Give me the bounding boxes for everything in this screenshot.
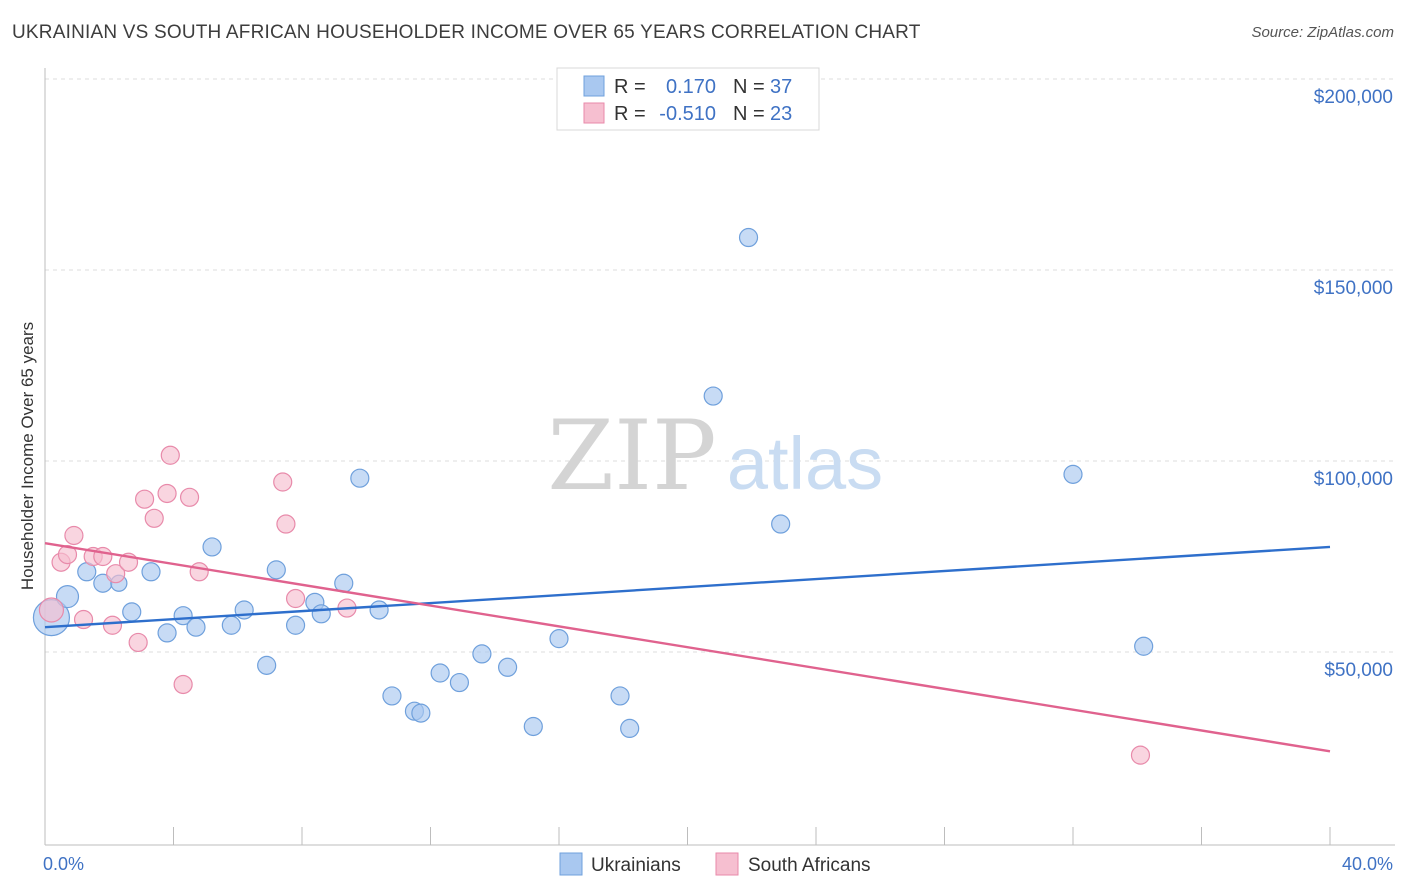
south-africans-point-10 xyxy=(128,632,148,653)
bottom-legend-label-ukrainians: Ukrainians xyxy=(591,855,681,876)
south-africans-point-11 xyxy=(134,489,155,509)
ukrainians-point-28 xyxy=(523,716,543,737)
legend-n-label: N = xyxy=(733,103,765,125)
ukrainians-point-33 xyxy=(738,227,759,248)
x-tick-label-max: 40.0% xyxy=(1342,854,1393,874)
south-africans-point-19 xyxy=(276,514,296,534)
ukrainians-point-1 xyxy=(55,585,80,609)
south-africans-point-20 xyxy=(285,588,306,609)
bottom-legend-label-south-africans: South Africans xyxy=(748,855,871,876)
watermark: ZIP atlas xyxy=(547,400,883,512)
watermark-zip: ZIP xyxy=(547,400,716,512)
south-africans-point-7 xyxy=(102,615,123,635)
ukrainians-point-35 xyxy=(1063,464,1083,484)
ukrainians-point-9 xyxy=(186,617,206,637)
legend-n-value: 23 xyxy=(770,103,792,125)
south-africans-point-14 xyxy=(160,445,180,465)
x-tick-label-min: 0.0% xyxy=(43,854,84,874)
trend-lines xyxy=(44,541,1331,753)
ukrainians-point-20 xyxy=(369,600,389,620)
south-africans-point-3 xyxy=(64,525,84,546)
south-africans-point-13 xyxy=(157,483,177,504)
ukrainians-point-21 xyxy=(382,686,402,706)
y-tick-label-0: $50,000 xyxy=(1324,660,1393,681)
ukrainians-point-23 xyxy=(411,703,431,723)
y-tick-labels: $50,000 $100,000 $150,000 $200,000 xyxy=(1314,87,1393,681)
watermark-atlas: atlas xyxy=(727,422,883,505)
ukrainians-point-34 xyxy=(771,514,791,534)
south-africans-point-8 xyxy=(106,564,126,584)
ukrainians-trend-line xyxy=(44,545,1331,629)
ukrainians-point-32 xyxy=(703,386,723,406)
south-africans-point-16 xyxy=(179,487,200,507)
bottom-legend-swatch-ukrainians xyxy=(559,852,583,876)
ukrainians-point-36 xyxy=(1134,636,1154,656)
legend-n-label: N = xyxy=(733,76,765,98)
y-tick-label-2: $150,000 xyxy=(1314,278,1393,299)
y-tick-label-3: $200,000 xyxy=(1314,87,1393,108)
ukrainians-point-17 xyxy=(311,604,331,624)
ukrainians-point-5 xyxy=(122,602,142,622)
y-tick-label-1: $100,000 xyxy=(1314,469,1393,490)
legend-n-value: 37 xyxy=(770,76,792,98)
ukrainians-point-15 xyxy=(285,615,306,635)
legend-r-value: -0.510 xyxy=(659,103,716,125)
legend-swatch-south-africans xyxy=(583,102,605,124)
chart-title: UKRAINIAN VS SOUTH AFRICAN HOUSEHOLDER I… xyxy=(12,22,921,43)
south-africans-point-22 xyxy=(1130,745,1151,765)
source-label: Source: ZipAtlas.com xyxy=(1251,24,1394,41)
ukrainians-point-13 xyxy=(257,655,277,675)
ukrainians-point-27 xyxy=(498,657,518,677)
south-africans-point-15 xyxy=(173,674,193,695)
bottom-legend: Ukrainians South Africans xyxy=(559,852,871,876)
south-africans-trend-line xyxy=(44,541,1331,753)
ukrainians-point-11 xyxy=(221,615,241,635)
south-africans-point-12 xyxy=(144,508,164,528)
gridlines xyxy=(45,78,1395,653)
ukrainians-point-26 xyxy=(472,644,492,664)
legend-swatch-ukrainians xyxy=(583,75,605,97)
legend-r-label: R = xyxy=(614,76,646,98)
ukrainians-point-31 xyxy=(620,718,640,739)
south-africans-point-6 xyxy=(93,546,113,567)
ukrainians-point-14 xyxy=(266,560,286,580)
ukrainians-point-30 xyxy=(610,686,630,706)
bottom-legend-swatch-south-africans xyxy=(715,852,739,876)
legend-r-value: 0.170 xyxy=(666,76,716,98)
legend-r-label: R = xyxy=(614,103,646,125)
ukrainians-point-24 xyxy=(430,663,450,683)
ukrainians-point-10 xyxy=(202,537,222,557)
ukrainians-point-7 xyxy=(157,623,177,643)
ukrainians-point-25 xyxy=(449,672,470,693)
axes xyxy=(44,68,1395,846)
ukrainians-point-29 xyxy=(549,629,569,649)
south-africans-point-0 xyxy=(38,597,65,623)
legend-box: R = 0.170 N = 37 R = -0.510 N = 23 xyxy=(556,67,820,131)
ukrainians-point-19 xyxy=(350,468,370,488)
x-tick-labels: 0.0% 40.0% xyxy=(43,854,1393,874)
ukrainians-point-6 xyxy=(141,562,161,582)
south-africans-point-18 xyxy=(273,472,293,492)
south-africans-point-17 xyxy=(189,562,209,582)
ukrainians-point-8 xyxy=(173,606,193,626)
